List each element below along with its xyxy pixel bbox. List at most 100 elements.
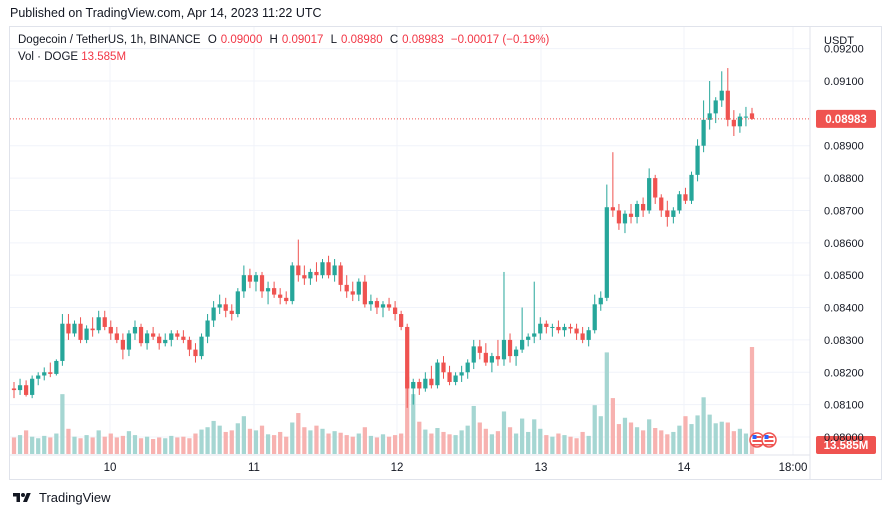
candle-body [640, 203, 646, 211]
candle [368, 294, 374, 311]
candle-body [308, 271, 313, 279]
candle-body [247, 275, 253, 282]
last-volume-tag [816, 436, 876, 454]
candle [665, 200, 670, 227]
candle [144, 330, 150, 350]
volume-bar [483, 428, 488, 454]
candle [435, 359, 440, 389]
volume-bar [489, 434, 495, 454]
us-flag-event-icon[interactable] [761, 432, 777, 448]
candle [102, 310, 107, 331]
candle-body [628, 213, 634, 217]
candle [193, 343, 198, 363]
candle [187, 336, 192, 357]
candle [350, 281, 355, 302]
candle-body [362, 281, 367, 305]
candle-body [743, 116, 749, 118]
candle [640, 197, 646, 217]
volume-bar [126, 431, 132, 454]
candle-body [338, 265, 343, 285]
candle-body [126, 333, 132, 350]
candle [23, 380, 29, 397]
volume-bar [477, 422, 482, 454]
price-axis: 0.08000 0.08100 0.08200 0.08300 0.08400 0.085… [809, 27, 864, 480]
legend: Dogecoin / TetherUS, 1h, BINANCE O 0.0900… [18, 34, 557, 63]
volume-bar [60, 394, 65, 454]
candle-body [417, 381, 422, 389]
volume-bar [459, 430, 464, 454]
candle-body [429, 378, 434, 386]
volume-bar [610, 398, 615, 454]
volume-bar [586, 435, 591, 454]
volume-bar [653, 428, 658, 454]
volume-bar [368, 435, 374, 454]
volume-bar [120, 435, 126, 454]
volume-bar [719, 421, 724, 454]
candle-body [399, 314, 404, 327]
last-volume-tag-text: 13.585M [824, 440, 869, 452]
candle-body [701, 119, 706, 146]
close-value: 0.08983 [402, 34, 444, 46]
candle-body [23, 385, 29, 395]
candle [447, 365, 452, 386]
candle [453, 372, 458, 386]
candle-body [344, 284, 349, 292]
candle-body [175, 333, 180, 337]
high-label: H [269, 34, 278, 46]
volume-bar [689, 424, 694, 454]
volume-bar [211, 420, 216, 454]
candle-body [229, 310, 234, 315]
volume-bar [302, 427, 307, 454]
volume-bar [265, 434, 271, 454]
candle [749, 107, 755, 120]
candle [175, 330, 180, 340]
candle-body [713, 100, 718, 114]
candle [314, 262, 319, 282]
candle-body [259, 275, 265, 292]
volume-bar [90, 437, 95, 454]
candle [477, 339, 482, 360]
candle [326, 255, 331, 279]
candle [30, 375, 35, 399]
volume-bar [544, 435, 549, 454]
candle [392, 301, 398, 321]
candle-body [290, 265, 295, 302]
candle [489, 352, 495, 373]
volume-bar [132, 435, 138, 454]
candle [338, 262, 343, 292]
candle-body [54, 360, 59, 374]
candle [411, 378, 416, 405]
volume-bar [229, 430, 234, 454]
candle [544, 320, 549, 334]
volume-bar [471, 405, 476, 454]
candle [628, 203, 634, 224]
candle [653, 174, 658, 204]
candle [163, 333, 168, 347]
candle-body [302, 275, 307, 279]
candle-body [332, 265, 337, 276]
candle [181, 330, 186, 344]
candle [423, 372, 428, 392]
us-flag-event-icon[interactable] [749, 432, 765, 448]
candle-body [205, 320, 210, 337]
volume-bar [392, 435, 398, 454]
x-tick-label: 13 [535, 462, 548, 474]
candle-body [441, 362, 446, 373]
candle [701, 100, 706, 153]
candle-body [157, 336, 162, 344]
candle-body [737, 116, 743, 127]
candle-body [659, 197, 664, 211]
candle-body [574, 328, 579, 334]
candle [556, 320, 561, 334]
candle [108, 320, 113, 340]
x-tick-label: 10 [104, 462, 117, 474]
volume-bar [374, 437, 380, 454]
candle-body [163, 339, 168, 344]
candle-body [386, 304, 392, 308]
volume-bar [562, 435, 567, 454]
candle-body [634, 203, 640, 217]
candle-body [707, 113, 712, 120]
candle [634, 200, 640, 224]
volume-bar [290, 422, 295, 454]
